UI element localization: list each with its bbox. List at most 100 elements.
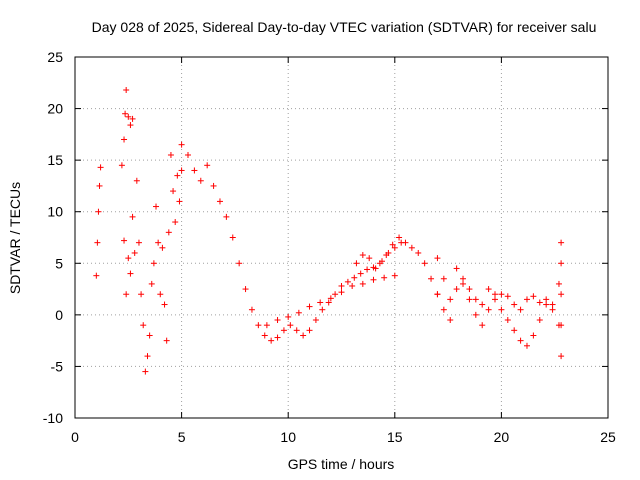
data-point [174, 172, 181, 179]
data-point [319, 306, 326, 313]
data-point [306, 303, 313, 310]
data-point [344, 278, 351, 285]
y-tick-label: 25 [47, 49, 63, 65]
data-point [517, 306, 524, 313]
data-point [123, 87, 130, 94]
data-point [184, 151, 191, 158]
data-point [434, 255, 441, 262]
data-point [391, 244, 398, 251]
data-point [549, 301, 556, 308]
data-point [364, 266, 371, 273]
data-point [357, 270, 364, 277]
data-point [153, 203, 160, 210]
data-point [118, 162, 125, 169]
series-hump [353, 239, 405, 272]
data-point [157, 291, 164, 298]
data-point [472, 296, 479, 303]
data-point [125, 113, 132, 120]
series-main [178, 141, 441, 344]
data-point [543, 296, 550, 303]
series-early-2 [118, 87, 136, 169]
data-point [312, 317, 319, 324]
data-point [300, 332, 307, 339]
data-point [172, 219, 179, 226]
series-cluster [121, 151, 185, 375]
data-point [558, 260, 565, 267]
data-point [295, 309, 302, 316]
y-axis-label: SDTVAR / TECUs [7, 182, 23, 294]
data-point [460, 280, 467, 287]
data-point [351, 274, 358, 281]
data-point [148, 280, 155, 287]
data-point [178, 167, 185, 174]
data-point [555, 280, 562, 287]
data-point [421, 260, 428, 267]
data-point [144, 353, 151, 360]
x-tick-label: 10 [280, 429, 296, 445]
data-point [523, 296, 530, 303]
data-point [504, 293, 511, 300]
series-tail-upper [434, 255, 562, 313]
data-point [353, 260, 360, 267]
y-tick-label: 0 [55, 307, 63, 323]
data-point [434, 291, 441, 298]
data-point [366, 255, 373, 262]
data-point [498, 306, 505, 313]
chart-title: Day 028 of 2025, Sidereal Day-to-day VTE… [92, 19, 597, 35]
data-point [498, 291, 505, 298]
data-point [140, 322, 147, 329]
series-tail [434, 275, 562, 349]
data-point [379, 258, 386, 265]
data-point [229, 234, 236, 241]
data-point [95, 208, 102, 215]
data-point [447, 317, 454, 324]
data-point [94, 239, 101, 246]
data-point [327, 295, 334, 302]
data-point [558, 291, 565, 298]
data-point [338, 289, 345, 296]
data-point [530, 293, 537, 300]
data-point [96, 182, 103, 189]
data-point [306, 327, 313, 334]
x-axis-label: GPS time / hours [288, 456, 395, 472]
data-point [492, 296, 499, 303]
data-point [428, 275, 435, 282]
data-point [440, 275, 447, 282]
data-point [558, 239, 565, 246]
y-tick-label: 10 [47, 204, 63, 220]
data-point [517, 337, 524, 344]
x-tick-label: 15 [387, 429, 403, 445]
data-point [440, 306, 447, 313]
data-point [558, 322, 565, 329]
data-point [479, 322, 486, 329]
data-point [146, 332, 153, 339]
data-point [274, 334, 281, 341]
data-point [359, 280, 366, 287]
data-point [385, 249, 392, 256]
data-point [248, 306, 255, 313]
data-point [381, 274, 388, 281]
data-point [135, 239, 142, 246]
data-point [159, 244, 166, 251]
data-point [274, 317, 281, 324]
data-point [530, 332, 537, 339]
data-point [138, 291, 145, 298]
data-point [125, 255, 132, 262]
series-loop [263, 272, 398, 329]
data-point [504, 317, 511, 324]
data-point [122, 110, 129, 117]
data-point [391, 272, 398, 279]
data-point [372, 265, 379, 272]
data-point [332, 291, 339, 298]
data-point [127, 122, 134, 129]
data-point [558, 353, 565, 360]
data-point [287, 322, 294, 329]
data-point [204, 162, 211, 169]
data-point [170, 188, 177, 195]
data-point [549, 306, 556, 313]
data-point [415, 249, 422, 256]
data-point [485, 286, 492, 293]
data-point [408, 244, 415, 251]
data-point [223, 213, 230, 220]
data-point [216, 198, 223, 205]
